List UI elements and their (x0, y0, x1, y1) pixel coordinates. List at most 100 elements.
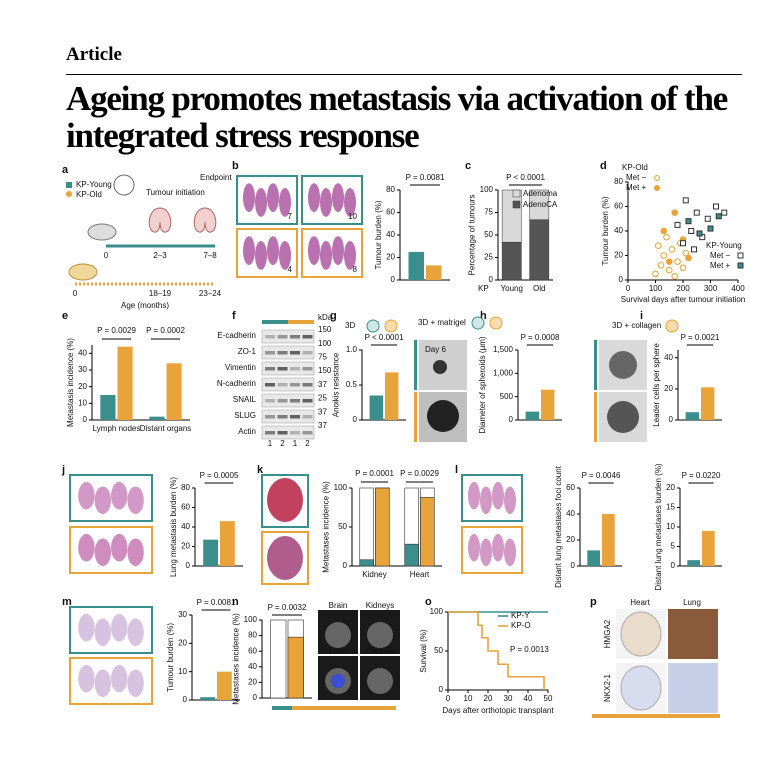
tissue (78, 613, 95, 642)
y-tick-label: 20 (178, 638, 187, 647)
band (302, 351, 313, 355)
panel-label: l (455, 464, 458, 476)
band (265, 351, 275, 355)
band (277, 399, 288, 403)
band (277, 415, 288, 419)
y-tick-label: 50 (484, 230, 493, 239)
dish (366, 319, 380, 333)
image-label: Liver (329, 647, 347, 656)
panel-label: g (330, 310, 337, 322)
lane-label: 1 (293, 439, 298, 448)
band (265, 399, 275, 403)
y-tick-label: 40 (386, 230, 395, 239)
p-value: P = 0.0002 (146, 326, 185, 335)
point (671, 209, 679, 216)
y-tick-label: 0 (671, 561, 676, 570)
bar (420, 497, 435, 567)
y-tick-label: 40 (248, 662, 257, 671)
tissue (94, 669, 112, 698)
bar (587, 550, 600, 566)
bar (220, 521, 235, 566)
y-tick-label: 1,000 (493, 368, 514, 377)
y-tick-label: 0 (489, 275, 494, 284)
group-bar (592, 714, 720, 718)
tissue (267, 236, 279, 265)
y-tick-label: 20 (666, 483, 675, 492)
sphere (609, 351, 637, 379)
x-tick-label: 20 (484, 694, 493, 703)
legend-label: AdenoCA (523, 200, 558, 209)
tissue (344, 188, 356, 217)
legend-label: Met − (626, 173, 647, 182)
column-label: Heart (630, 598, 650, 607)
tissue (243, 236, 255, 265)
point (657, 262, 665, 269)
signal (331, 674, 345, 688)
panel-label: k (257, 464, 264, 476)
tissue (504, 486, 516, 515)
p-value: P < 0.0001 (506, 173, 545, 182)
x-tick-label: 100 (649, 284, 663, 293)
x-tick-label: 400 (731, 284, 745, 293)
y-tick-label: 30 (78, 365, 87, 374)
y-tick-label: 40 (78, 348, 87, 357)
group-bar (272, 706, 292, 710)
tissue (492, 533, 504, 562)
panel-label: f (232, 310, 236, 322)
point (688, 228, 695, 234)
tissue (127, 538, 144, 567)
point (668, 246, 676, 253)
legend-label: KP-Old (76, 190, 102, 199)
y-tick-label: 20 (248, 678, 257, 687)
y-tick-label: 60 (248, 646, 257, 655)
y-axis-label: Distant lung metastases burden (%) (654, 463, 663, 591)
legend-marker (654, 175, 660, 181)
band (277, 367, 288, 371)
bar (359, 559, 374, 567)
y-axis-label: Tumour burden (%) (374, 200, 383, 269)
tick-label: 7–8 (203, 251, 217, 260)
tissue (78, 664, 95, 693)
point (707, 225, 714, 232)
y-axis-label: Diameter of spheroids (μm) (478, 336, 487, 433)
point (671, 273, 679, 280)
y-tick-label: 0 (669, 415, 674, 424)
y-tick-label: 0 (619, 275, 624, 284)
image-label: 10 (348, 212, 357, 221)
tissue (468, 481, 480, 510)
rule (66, 74, 742, 75)
p-value: P = 0.0081 (406, 173, 445, 182)
y-tick-label: 100 (244, 615, 258, 624)
x-tick-label: 0 (446, 694, 451, 703)
spheroid (427, 400, 459, 432)
blot (261, 345, 315, 360)
kda-label: 37 (318, 421, 327, 430)
tissue (127, 486, 144, 515)
y-tick-label: 80 (181, 483, 190, 492)
x-axis-label: Days after orthotopic transplant (442, 706, 554, 715)
y-tick-label: 60 (181, 503, 190, 512)
y-tick-label: 80 (386, 185, 395, 194)
blot (261, 361, 315, 376)
image (668, 663, 718, 713)
y-tick-label: 0 (439, 685, 444, 694)
bar (501, 189, 522, 243)
tissue (308, 236, 320, 265)
band (290, 431, 300, 435)
dish (471, 316, 485, 330)
row-label: E-cadherin (217, 331, 256, 340)
group-bar (262, 320, 288, 324)
row-label: NKX2-1 (603, 673, 612, 702)
y-tick-label: 20 (566, 535, 575, 544)
image (668, 609, 718, 659)
column-label: Lung (683, 598, 701, 607)
bar (541, 389, 555, 420)
tissue (308, 183, 320, 213)
point (654, 242, 662, 249)
heart-section (620, 665, 662, 711)
band (302, 415, 313, 419)
y-tick-label: 10 (78, 398, 87, 407)
y-tick-label: 40 (614, 226, 623, 235)
tissue (243, 183, 255, 213)
lane-label: 2 (305, 439, 310, 448)
